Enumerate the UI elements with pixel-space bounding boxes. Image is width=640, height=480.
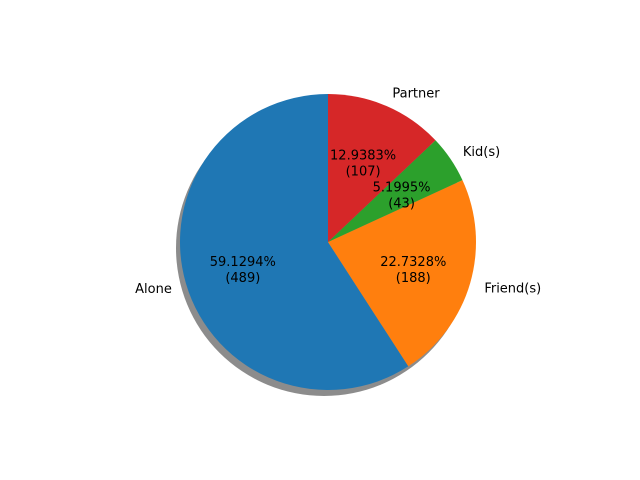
pie-slice-partner [328, 94, 436, 242]
pie-count-label-partner: (107) [346, 164, 381, 179]
pie-category-label-friend-s: Friend(s) [484, 281, 541, 296]
pie-percent-label-partner: 12.9383% [330, 148, 396, 163]
pie-count-label-alone: (489) [225, 271, 260, 286]
pie-category-label-kid-s: Kid(s) [463, 145, 500, 160]
pie-count-label-friend-s: (188) [396, 271, 431, 286]
pie-slices [179, 94, 476, 391]
pie-count-label-kid-s: (43) [388, 196, 415, 211]
pie-percent-label-kid-s: 5.1995% [373, 180, 431, 195]
pie-category-label-alone: Alone [135, 282, 172, 297]
pie-slice-friend-s [328, 180, 476, 367]
pie-slice-alone [179, 94, 409, 391]
pie-percent-label-friend-s: 22.7328% [380, 255, 446, 270]
pie-slice-kid-s [328, 140, 463, 242]
pie-percent-label-alone: 59.1294% [210, 255, 276, 270]
pie-labels: 59.1294%(489) Alone 22.7328%(188) Friend(s)… [135, 86, 541, 297]
pie-category-label-partner: Partner [392, 86, 440, 101]
